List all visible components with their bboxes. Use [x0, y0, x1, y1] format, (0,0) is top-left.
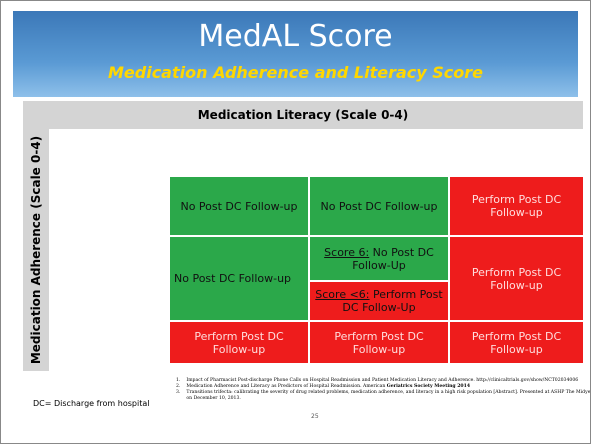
cell: Perform Post DC Follow-up: [309, 321, 449, 364]
title: MedAL Score: [198, 19, 393, 54]
cell: No Post DC Follow-up: [169, 236, 309, 321]
ref-bold: Geriatrics Society Meeting 2014: [386, 384, 471, 389]
cell-text: No Post DC Follow-up: [320, 199, 438, 213]
ref-text: Medication Adherence and Literacy as Pre…: [186, 384, 387, 389]
ref-number: 3.: [176, 390, 181, 395]
cell: Perform Post DC Follow-up: [449, 236, 584, 321]
cell: Score <6: Perform Post DC Follow-Up: [309, 281, 449, 321]
subtitle: Medication Adherence and Literacy Score: [107, 63, 483, 82]
reference: 2. Medication Adherence and Literacy as P…: [176, 384, 590, 390]
cell-text: Perform Post DC Follow-up: [194, 329, 284, 356]
column-header: Medication Literacy (Scale 0-4): [23, 101, 583, 129]
cell-text: Perform Post DC Follow-up: [471, 193, 562, 219]
cell-text: No Post DC Follow-Up: [352, 245, 434, 272]
references: 1. Impact of Pharmacist Post-discharge Ph…: [176, 378, 591, 402]
cell-text: No Post DC Follow-up: [180, 199, 298, 213]
ref-text: Impact of Pharmacist Post-discharge Phon…: [186, 378, 579, 383]
cell-text: No Post DC Follow-up: [174, 272, 292, 285]
cell: Score 6: No Post DC Follow-Up: [309, 236, 449, 281]
reference: 1. Impact of Pharmacist Post-discharge Ph…: [176, 378, 590, 384]
cell: Perform Post DC Follow-up: [449, 176, 584, 236]
cell-text: Perform Post DC Follow-Up: [342, 288, 443, 314]
column-header-text: Medication Literacy (Scale 0-4): [197, 108, 409, 122]
score-label: Score 6:: [324, 245, 370, 259]
cell: Perform Post DC Follow-up: [169, 321, 309, 364]
cell-text: Perform Post DC Follow-up: [471, 329, 562, 356]
ref-number: 1.: [176, 378, 181, 383]
cell-text: Score <6: Perform Post DC Follow-Up: [314, 288, 444, 314]
header: MedAL Score Medication Adherence and Lit…: [13, 11, 578, 97]
row-header-text: Medication Adherence (Scale 0-4): [29, 135, 43, 365]
cell: Perform Post DC Follow-up: [449, 321, 584, 364]
ref-number: 2.: [176, 384, 181, 389]
slide-number: 25: [311, 413, 319, 420]
cell: No Post DC Follow-up: [309, 176, 449, 236]
footnote: DC= Discharge from hospital: [33, 399, 150, 408]
ref-text: Medication Adherence and Literacy as Pre…: [186, 384, 470, 390]
cell: No Post DC Follow-up: [169, 176, 309, 236]
reference: 3. Transitions trifecta: calibrating the …: [176, 390, 591, 402]
cell-text: Perform Post DC Follow-up: [471, 265, 562, 292]
score-label: Score <6:: [315, 288, 370, 301]
ref-text: Transitions trifecta: calibrating the se…: [186, 390, 591, 401]
cell-text: Perform Post DC Follow-up: [334, 329, 424, 356]
cell-text: Score 6: No Post DC Follow-Up: [314, 246, 444, 272]
row-header: Medication Adherence (Scale 0-4): [23, 129, 49, 371]
